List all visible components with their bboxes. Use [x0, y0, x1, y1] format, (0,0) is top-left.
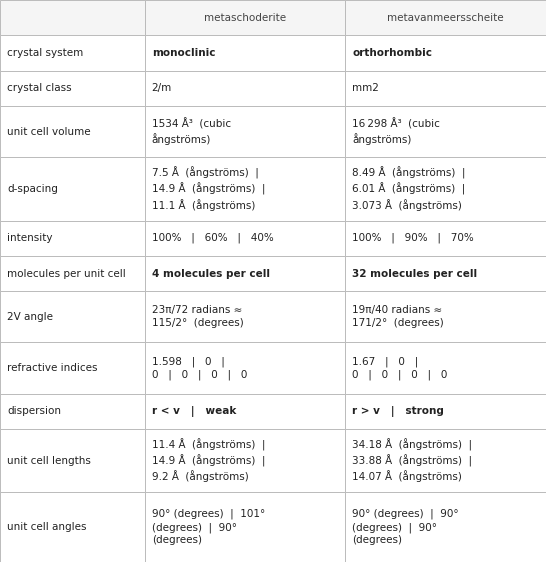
Bar: [346, 342, 546, 393]
Bar: [145, 342, 346, 393]
Text: 100%   |   90%   |   70%: 100% | 90% | 70%: [352, 233, 474, 243]
Bar: [145, 429, 346, 492]
Bar: [145, 106, 346, 157]
Text: 1.67   |   0   |
0   |   0   |   0   |   0: 1.67 | 0 | 0 | 0 | 0 | 0: [352, 356, 448, 380]
Text: crystal system: crystal system: [7, 48, 83, 58]
Bar: [346, 157, 546, 220]
Bar: [145, 291, 346, 342]
Text: 8.49 Å  (ångströms)  |
6.01 Å  (ångströms)  |
3.073 Å  (ångströms): 8.49 Å (ångströms) | 6.01 Å (ångströms) …: [352, 167, 466, 211]
Bar: [0, 342, 145, 393]
Text: 4 molecules per cell: 4 molecules per cell: [152, 269, 270, 279]
Text: orthorhombic: orthorhombic: [352, 48, 432, 58]
Bar: [346, 220, 546, 256]
Bar: [0, 393, 145, 429]
Text: 34.18 Å  (ångströms)  |
33.88 Å  (ångströms)  |
14.07 Å  (ångströms): 34.18 Å (ångströms) | 33.88 Å (ångströms…: [352, 439, 472, 482]
Text: intensity: intensity: [7, 233, 52, 243]
Text: refractive indices: refractive indices: [7, 363, 98, 373]
Bar: [0, 429, 145, 492]
Bar: [0, 220, 145, 256]
Bar: [145, 35, 346, 71]
Text: 16 298 Å³  (cubic
ångströms): 16 298 Å³ (cubic ångströms): [352, 118, 440, 145]
Text: 100%   |   60%   |   40%: 100% | 60% | 40%: [152, 233, 274, 243]
Bar: [0, 106, 145, 157]
Text: unit cell lengths: unit cell lengths: [7, 456, 91, 465]
Text: 23π/72 radians ≈
115/2°  (degrees): 23π/72 radians ≈ 115/2° (degrees): [152, 305, 244, 328]
Text: unit cell angles: unit cell angles: [7, 522, 86, 532]
Text: unit cell volume: unit cell volume: [7, 126, 91, 137]
Text: mm2: mm2: [352, 83, 379, 93]
Bar: [145, 220, 346, 256]
Bar: [145, 492, 346, 562]
Bar: [145, 71, 346, 106]
Text: metavanmeersscheite: metavanmeersscheite: [387, 13, 504, 22]
Text: 32 molecules per cell: 32 molecules per cell: [352, 269, 477, 279]
Bar: [0, 0, 145, 35]
Text: 19π/40 radians ≈
171/2°  (degrees): 19π/40 radians ≈ 171/2° (degrees): [352, 305, 444, 328]
Bar: [346, 256, 546, 291]
Bar: [145, 393, 346, 429]
Bar: [145, 157, 346, 220]
Bar: [346, 393, 546, 429]
Bar: [346, 106, 546, 157]
Bar: [346, 429, 546, 492]
Text: 2/m: 2/m: [152, 83, 172, 93]
Text: dispersion: dispersion: [7, 406, 61, 416]
Bar: [145, 0, 346, 35]
Text: 1.598   |   0   |
0   |   0   |   0   |   0: 1.598 | 0 | 0 | 0 | 0 | 0: [152, 356, 247, 380]
Text: d-spacing: d-spacing: [7, 184, 58, 194]
Bar: [346, 291, 546, 342]
Bar: [0, 35, 145, 71]
Bar: [0, 157, 145, 220]
Text: 1534 Å³  (cubic
ångströms): 1534 Å³ (cubic ångströms): [152, 118, 231, 145]
Text: 2V angle: 2V angle: [7, 312, 53, 322]
Text: 11.4 Å  (ångströms)  |
14.9 Å  (ångströms)  |
9.2 Å  (ångströms): 11.4 Å (ångströms) | 14.9 Å (ångströms) …: [152, 439, 265, 482]
Bar: [346, 0, 546, 35]
Text: metaschoderite: metaschoderite: [204, 13, 286, 22]
Bar: [0, 256, 145, 291]
Bar: [346, 35, 546, 71]
Bar: [145, 256, 346, 291]
Bar: [0, 71, 145, 106]
Text: molecules per unit cell: molecules per unit cell: [7, 269, 126, 279]
Text: r > v   |   strong: r > v | strong: [352, 406, 444, 417]
Bar: [346, 492, 546, 562]
Bar: [346, 71, 546, 106]
Text: 90° (degrees)  |  90°
(degrees)  |  90°
(degrees): 90° (degrees) | 90° (degrees) | 90° (deg…: [352, 509, 459, 545]
Text: r < v   |   weak: r < v | weak: [152, 406, 236, 417]
Text: crystal class: crystal class: [7, 83, 72, 93]
Bar: [0, 492, 145, 562]
Text: 7.5 Å  (ångströms)  |
14.9 Å  (ångströms)  |
11.1 Å  (ångströms): 7.5 Å (ångströms) | 14.9 Å (ångströms) |…: [152, 167, 265, 211]
Bar: [0, 291, 145, 342]
Text: 90° (degrees)  |  101°
(degrees)  |  90°
(degrees): 90° (degrees) | 101° (degrees) | 90° (de…: [152, 509, 265, 545]
Text: monoclinic: monoclinic: [152, 48, 215, 58]
